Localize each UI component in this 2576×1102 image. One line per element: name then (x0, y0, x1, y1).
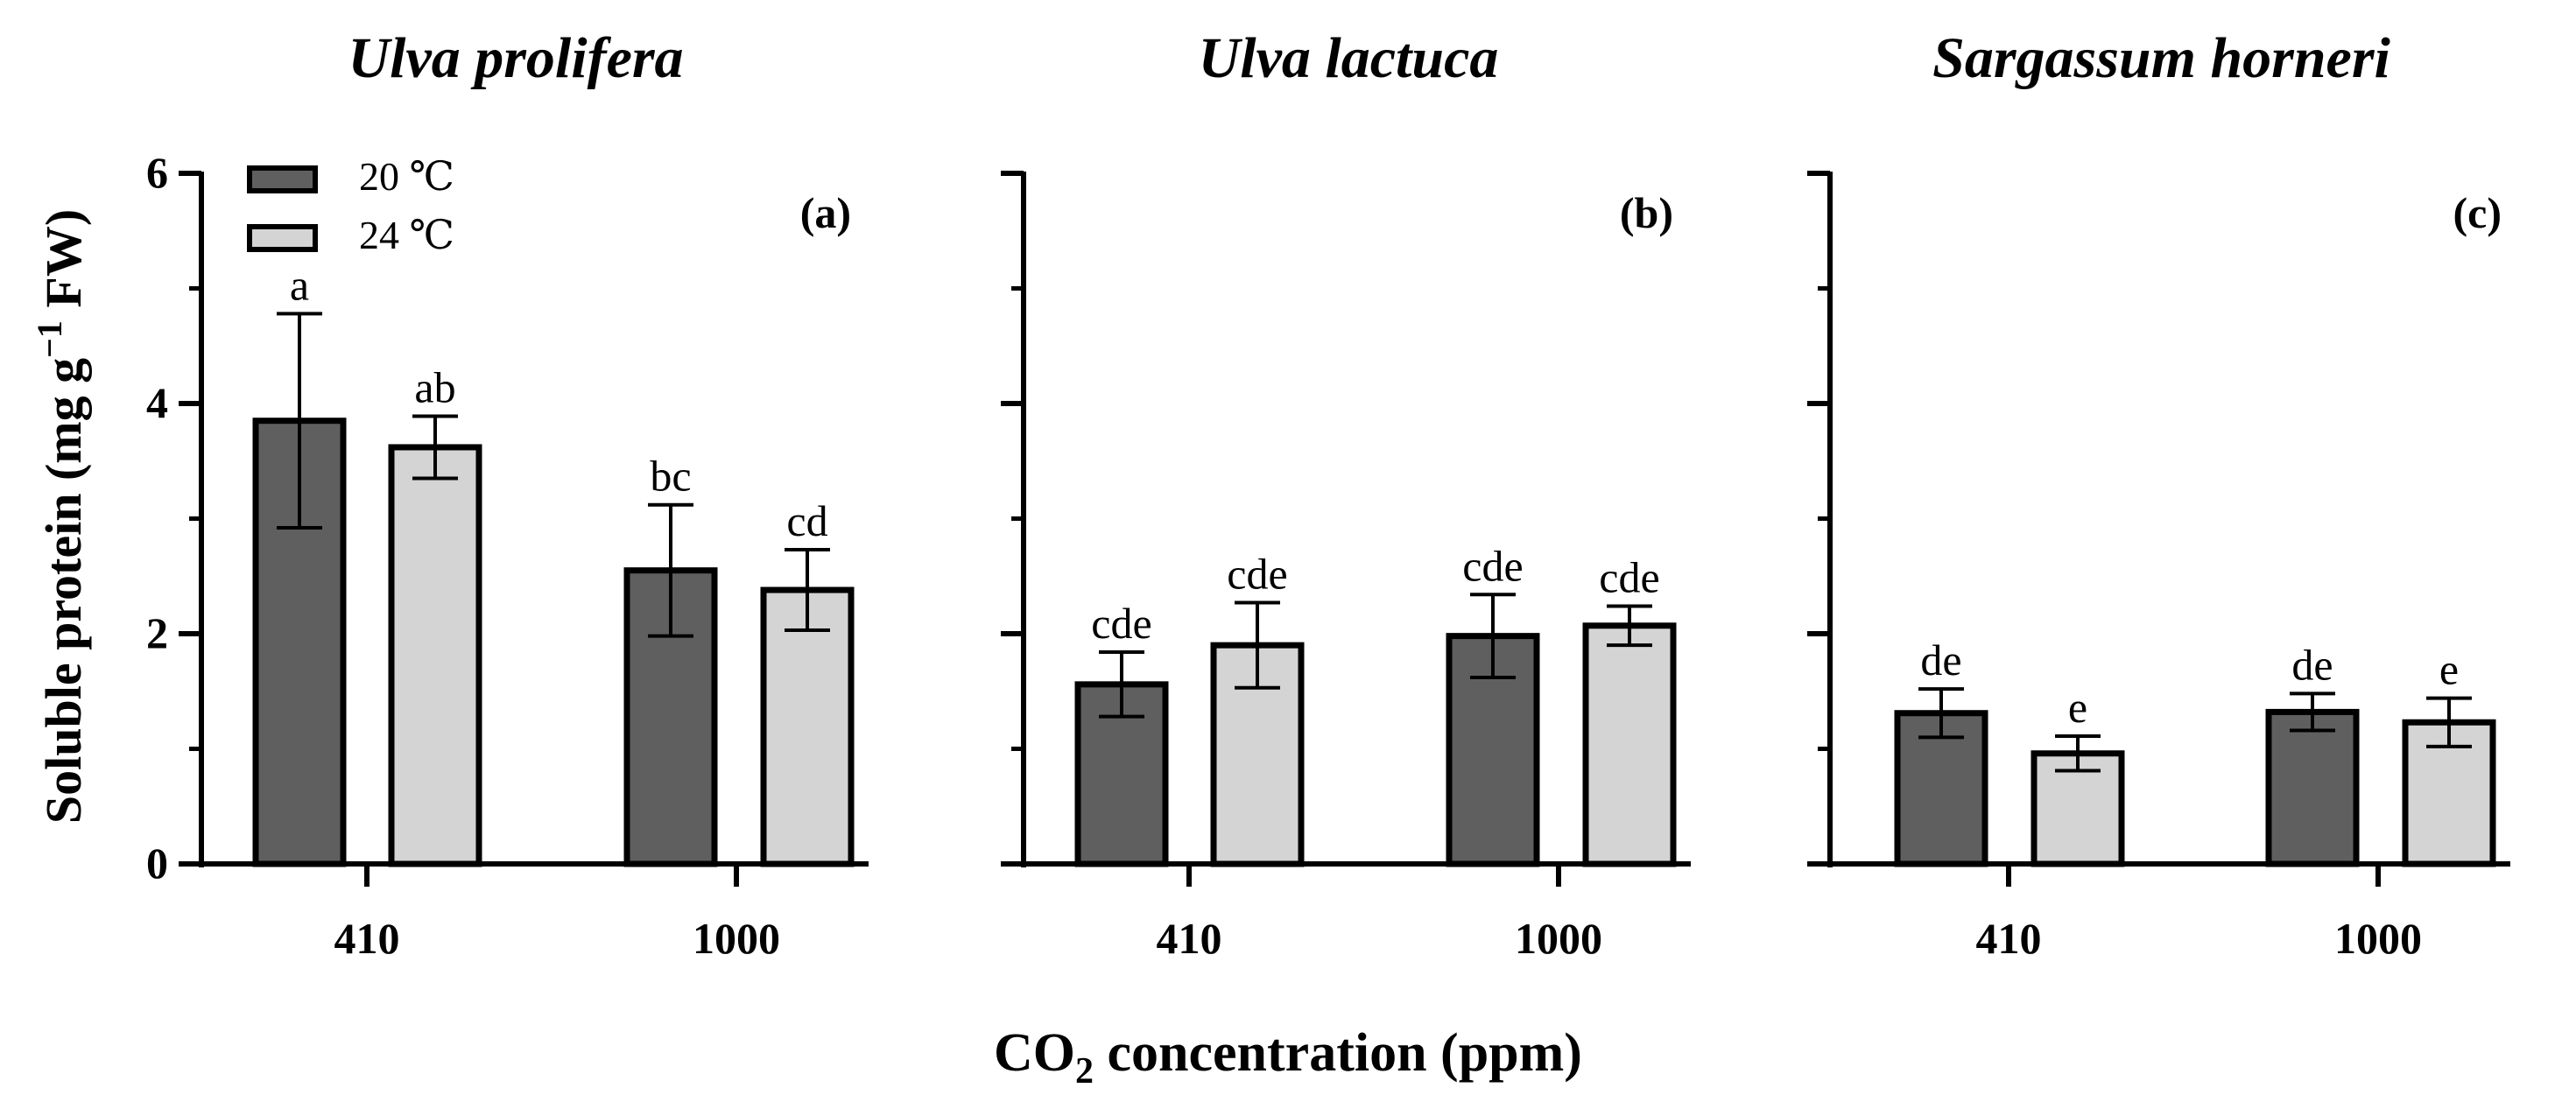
significance-letter: cde (1599, 552, 1659, 601)
x-tick-label: 1000 (2334, 914, 2422, 963)
panel-label: (a) (800, 188, 851, 237)
legend-label: 24 ℃ (359, 213, 454, 257)
significance-letter: bc (650, 452, 691, 501)
y-tick-label: 4 (146, 378, 168, 427)
x-axis-label: CO2 concentration (ppm) (994, 1023, 1582, 1091)
panel-label: (c) (2453, 188, 2502, 237)
panel-label: (b) (1620, 188, 1673, 237)
significance-letter: ab (414, 362, 455, 411)
error-bar (1099, 650, 1144, 719)
error-bar (277, 312, 322, 530)
chart-panel-2: Ulva lactuca (b) 410 1000 cde cde cde cde (1001, 26, 1691, 963)
significance-letter: e (2439, 645, 2459, 694)
chart-title: Ulva lactuca (1199, 26, 1499, 90)
error-bar (412, 414, 458, 481)
y-tick-label: 6 (146, 148, 168, 197)
error-bar (2290, 691, 2335, 733)
error-bar (785, 548, 830, 633)
error-bar (1918, 687, 1964, 740)
bar-410-24c (388, 444, 482, 867)
legend-swatch-24c (247, 224, 318, 252)
error-bar (1470, 593, 1516, 679)
error-bar (1607, 604, 1652, 648)
y-tick-label: 0 (146, 839, 168, 888)
significance-letter: cde (1462, 541, 1523, 590)
y-tick-label: 2 (146, 608, 168, 657)
error-bar (2055, 734, 2101, 773)
error-bar (2426, 696, 2472, 748)
error-bar (1235, 600, 1280, 690)
legend-swatch-20c (247, 165, 318, 193)
significance-letter: cde (1091, 599, 1151, 648)
x-tick-label: 410 (1157, 914, 1222, 963)
x-tick-label: 410 (334, 914, 400, 963)
bar-1000-24c (760, 586, 855, 867)
x-tick-label: 410 (1976, 914, 2042, 963)
legend-label: 20 ℃ (359, 154, 454, 199)
significance-letter: de (2291, 640, 2333, 689)
chart-panel-3: Sargassum horneri (c) 410 1000 de e de e (1807, 26, 2510, 963)
bar-1000-24c (1582, 622, 1677, 867)
significance-letter: e (2068, 683, 2087, 732)
chart-title: Sargassum horneri (1932, 26, 2390, 90)
significance-letter: cd (786, 496, 827, 545)
significance-letter: cde (1227, 549, 1287, 598)
chart-title: Ulva prolifera (348, 26, 683, 90)
y-axis-label: Soluble protein (mg g−1 FW) (30, 209, 92, 824)
x-tick-label: 1000 (693, 914, 780, 963)
significance-letter: a (290, 260, 309, 309)
x-tick-label: 1000 (1515, 914, 1602, 963)
chart-panel-1: Ulva prolifera (a) 0 2 4 6 410 1000 a ab bc cd (146, 26, 869, 963)
significance-letter: de (1920, 635, 1961, 684)
bar-1000-20c (2265, 708, 2360, 867)
legend: 20 ℃ 24 ℃ (247, 154, 454, 257)
error-bar (648, 502, 693, 638)
